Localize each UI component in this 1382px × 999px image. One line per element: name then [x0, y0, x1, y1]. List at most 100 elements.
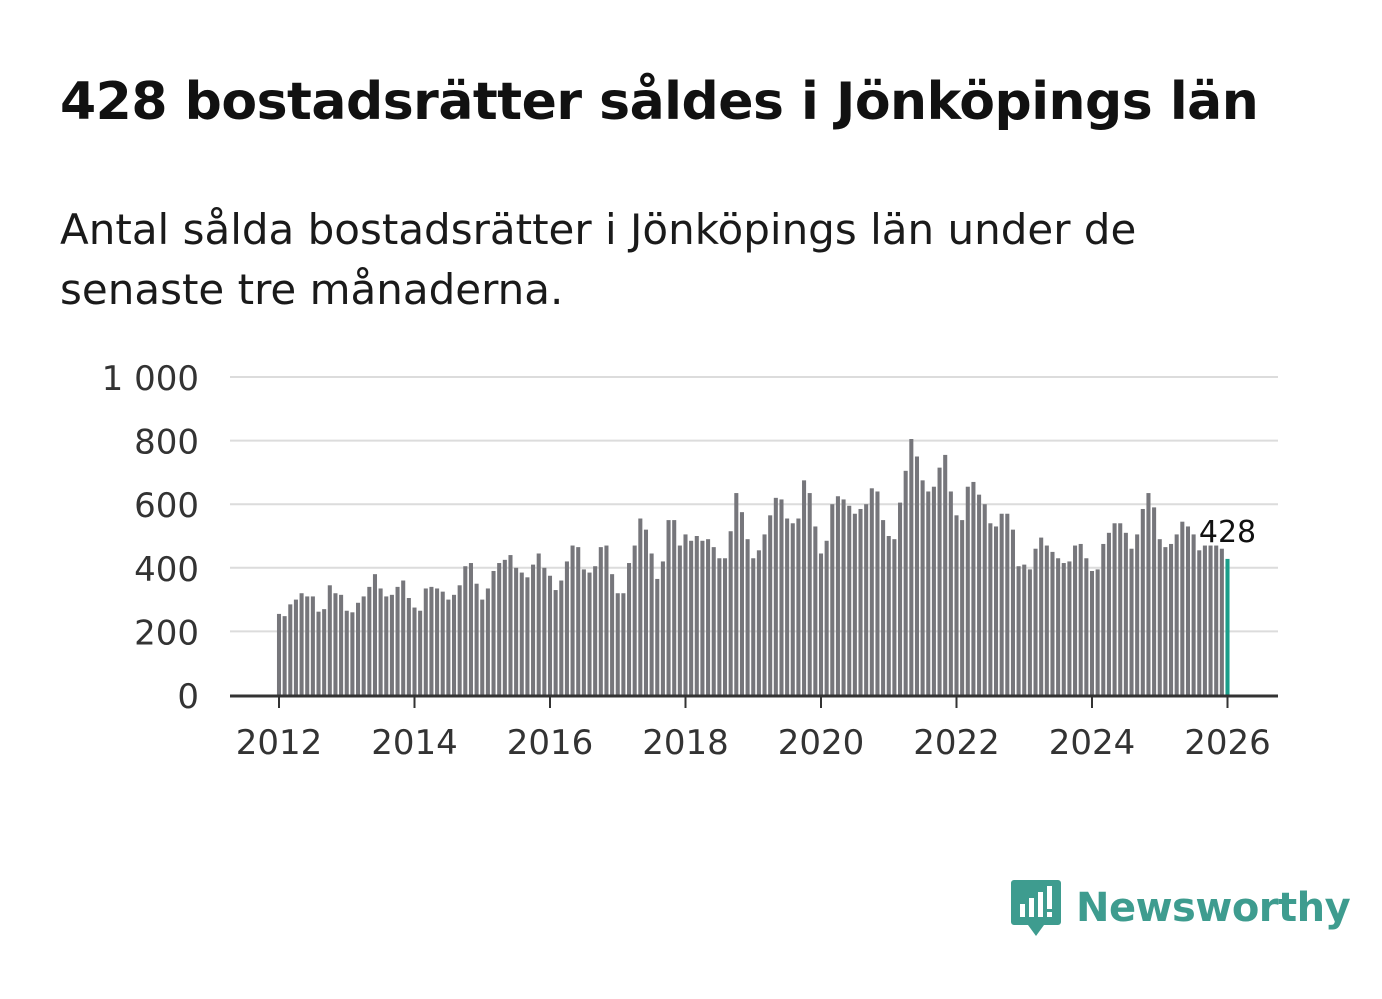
bar — [440, 591, 445, 695]
bar — [581, 569, 586, 695]
bar — [1112, 523, 1117, 695]
y-tick-label: 400 — [134, 550, 199, 590]
newsworthy-logo: Newsworthy — [1010, 878, 1351, 938]
bar — [643, 529, 649, 695]
bar — [542, 567, 547, 695]
bar — [655, 578, 660, 695]
bar — [412, 607, 417, 695]
bar — [886, 536, 891, 695]
bar — [451, 594, 457, 695]
bar — [553, 590, 558, 695]
bar — [305, 596, 310, 695]
bar — [965, 486, 970, 695]
bar — [310, 596, 315, 695]
bar — [1152, 507, 1157, 695]
bar — [1039, 537, 1044, 695]
bar — [858, 508, 863, 695]
bar — [892, 539, 897, 695]
bar — [480, 599, 485, 695]
bar — [1191, 534, 1196, 695]
bar — [756, 550, 761, 695]
bar — [1061, 563, 1066, 695]
bar — [864, 504, 869, 695]
bar — [333, 593, 338, 695]
bar — [745, 539, 750, 695]
bar — [327, 585, 332, 695]
bar — [344, 610, 349, 695]
bar — [1208, 545, 1213, 695]
bar — [1163, 547, 1168, 695]
bar — [457, 585, 462, 695]
bar — [389, 594, 394, 695]
bar — [378, 588, 383, 695]
bar — [587, 572, 592, 695]
bar — [734, 493, 739, 695]
bar — [802, 480, 807, 695]
bar — [361, 596, 366, 695]
bar — [293, 599, 298, 695]
bar — [395, 586, 400, 695]
bar — [446, 599, 451, 695]
bar — [677, 545, 682, 695]
bar — [999, 513, 1004, 695]
bar — [700, 540, 705, 695]
bar — [356, 602, 361, 695]
bar — [468, 563, 473, 695]
bar — [796, 518, 801, 695]
bar — [841, 499, 846, 695]
bar — [971, 481, 976, 695]
bar — [316, 611, 321, 695]
bar — [1146, 493, 1151, 695]
x-tick-label: 2026 — [1184, 723, 1271, 763]
bar — [1135, 534, 1140, 695]
bar — [372, 574, 378, 695]
bar — [717, 558, 722, 695]
x-tick-label: 2012 — [236, 723, 323, 763]
bar — [1106, 532, 1111, 695]
bar — [807, 493, 812, 695]
bar — [276, 613, 282, 695]
bar — [768, 515, 773, 695]
y-tick-label: 0 — [177, 677, 199, 717]
bar — [773, 497, 778, 695]
bar — [474, 583, 479, 695]
bar — [322, 609, 327, 695]
bar — [1084, 558, 1089, 695]
bar — [785, 518, 790, 695]
bar — [401, 580, 406, 695]
bar — [1197, 550, 1202, 695]
bar — [1016, 566, 1021, 695]
bar — [960, 520, 965, 695]
bar — [790, 523, 795, 695]
x-tick-label: 2016 — [507, 723, 594, 763]
bar — [491, 570, 496, 695]
bar — [598, 547, 603, 695]
bar — [954, 515, 959, 695]
bar — [1214, 545, 1219, 695]
bar — [847, 505, 852, 695]
bar — [1225, 558, 1230, 695]
bar — [728, 531, 733, 695]
y-tick-label: 1 000 — [102, 359, 199, 399]
y-tick-label: 200 — [134, 613, 199, 653]
bar — [739, 512, 744, 695]
bar — [824, 540, 829, 695]
bar — [638, 518, 643, 695]
bar — [406, 598, 411, 695]
newsworthy-logo-icon — [1011, 880, 1061, 936]
bar — [694, 536, 699, 695]
bar — [1202, 545, 1207, 695]
bar — [706, 539, 711, 695]
bar — [531, 564, 536, 695]
bar — [536, 553, 541, 695]
bar — [1180, 521, 1185, 695]
bar — [1174, 534, 1179, 695]
bar — [926, 491, 931, 695]
bar — [632, 545, 637, 695]
bar — [881, 520, 886, 695]
bar — [547, 575, 553, 695]
bar — [1027, 569, 1032, 695]
x-tick-label: 2014 — [371, 723, 458, 763]
bar — [903, 470, 908, 695]
bar — [1010, 529, 1015, 695]
